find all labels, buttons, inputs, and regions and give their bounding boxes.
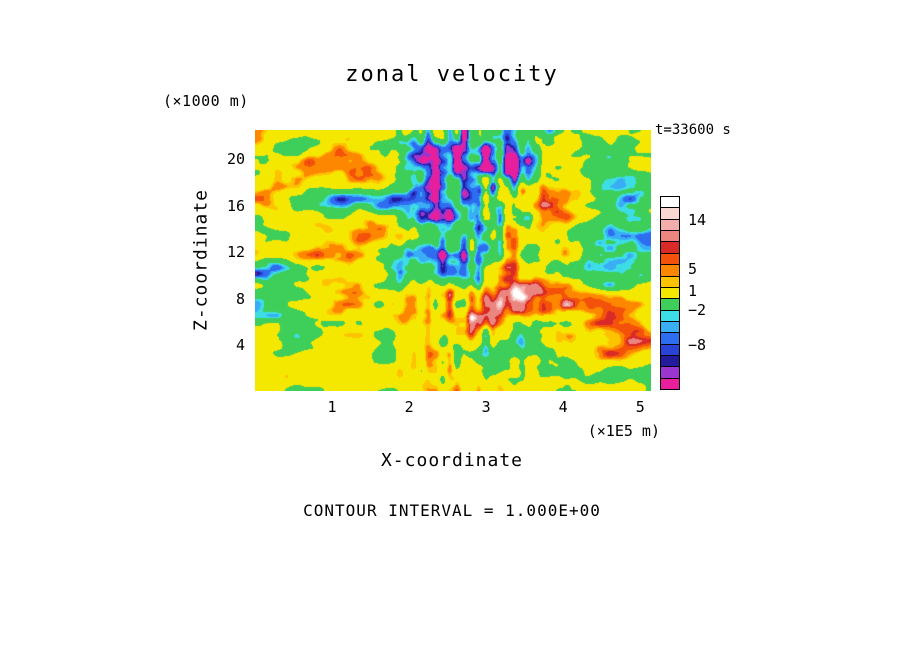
y-tick-label: 16 [226, 196, 245, 215]
y-axis-unit-label: (×1000 m) [163, 92, 249, 110]
colorbar-segment [661, 367, 679, 379]
colorbar-segment [661, 287, 679, 300]
x-tick-label: 3 [481, 398, 491, 416]
x-tick-label: 4 [558, 398, 568, 416]
contour-field-plot [255, 130, 651, 391]
colorbar-tick-label: 14 [688, 211, 707, 230]
x-axis-title: X-coordinate [380, 450, 524, 471]
colorbar-segment [661, 356, 679, 368]
y-tick-label: 4 [235, 336, 245, 355]
x-tick-label: 5 [635, 398, 645, 416]
timestamp-label: t=33600 s [655, 122, 731, 138]
colorbar-tick-label: 5 [688, 259, 698, 278]
y-tick-label: 20 [226, 149, 245, 168]
colorbar-segment [661, 299, 679, 311]
colorbar-segment [661, 276, 679, 288]
y-tick-label: 12 [226, 243, 245, 262]
colorbar-segment [661, 321, 679, 334]
colorbar-segment [661, 219, 679, 232]
chart-title: zonal velocity [345, 62, 559, 87]
x-tick-label: 2 [404, 398, 414, 416]
colorbar-segment [661, 197, 679, 209]
colorbar-segment [661, 253, 679, 266]
y-tick-label: 8 [235, 289, 245, 308]
colorbar-segment [661, 344, 679, 357]
x-tick-label: 1 [327, 398, 337, 416]
colorbar-segment [661, 208, 679, 220]
colorbar-segment [661, 378, 679, 390]
colorbar [660, 196, 680, 390]
x-axis-unit-label: (×1E5 m) [587, 422, 660, 440]
colorbar-segment [661, 310, 679, 322]
colorbar-tick-label: 1 [688, 282, 698, 301]
colorbar-segment [661, 231, 679, 243]
colorbar-segment [661, 265, 679, 277]
contour-interval-label: CONTOUR INTERVAL = 1.000E+00 [303, 501, 601, 520]
colorbar-segment [661, 333, 679, 345]
colorbar-tick-label: −8 [688, 336, 707, 355]
colorbar-segment [661, 242, 679, 254]
colorbar-tick-label: −2 [688, 301, 707, 320]
